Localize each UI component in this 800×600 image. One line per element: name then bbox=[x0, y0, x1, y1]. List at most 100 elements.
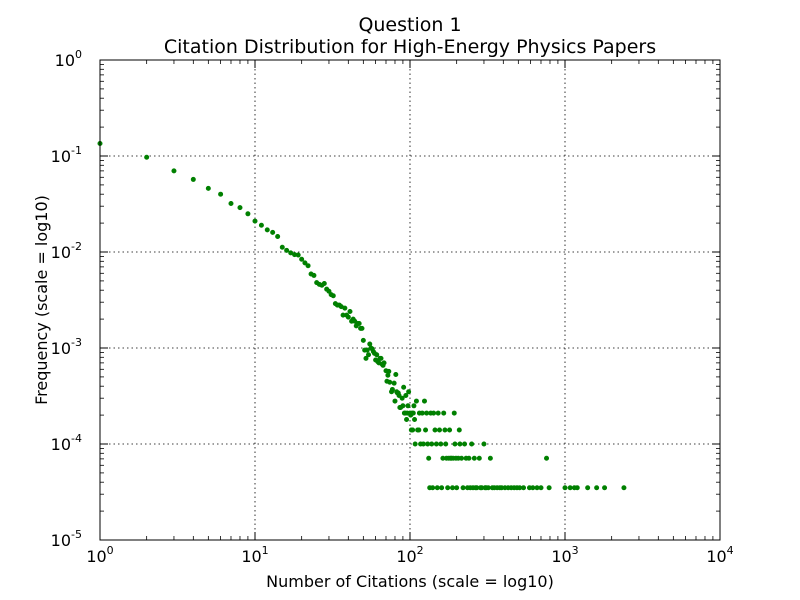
data-point bbox=[451, 410, 457, 416]
y-tick-label: 10-3 bbox=[51, 336, 82, 358]
data-point bbox=[279, 244, 285, 250]
data-point bbox=[485, 485, 491, 491]
data-point bbox=[438, 441, 444, 447]
data-point bbox=[406, 389, 412, 395]
x-tick-labels: 100 101 102 103 104 bbox=[86, 544, 733, 566]
data-point bbox=[264, 227, 270, 233]
data-point bbox=[481, 441, 487, 447]
data-points bbox=[97, 140, 627, 491]
grid-lines bbox=[100, 60, 720, 540]
data-point bbox=[393, 371, 399, 377]
data-point bbox=[404, 416, 410, 422]
data-point bbox=[190, 176, 196, 182]
data-point bbox=[359, 325, 365, 331]
data-point bbox=[252, 218, 258, 224]
x-tick-label: 101 bbox=[241, 544, 268, 566]
data-point bbox=[400, 403, 406, 409]
data-point bbox=[434, 485, 440, 491]
data-point bbox=[452, 441, 458, 447]
plot-area-frame bbox=[99, 59, 721, 541]
data-point bbox=[405, 403, 411, 409]
data-point bbox=[330, 293, 336, 299]
data-point bbox=[347, 308, 353, 314]
data-point bbox=[284, 247, 290, 253]
data-point bbox=[321, 280, 327, 286]
data-point bbox=[299, 256, 305, 262]
data-point bbox=[471, 455, 477, 461]
data-point bbox=[456, 427, 462, 433]
data-point bbox=[410, 410, 416, 416]
data-point bbox=[416, 427, 422, 433]
data-point bbox=[447, 427, 453, 433]
data-point bbox=[462, 441, 468, 447]
data-point bbox=[396, 393, 402, 399]
data-point bbox=[270, 229, 276, 235]
data-point bbox=[602, 485, 608, 491]
data-point bbox=[437, 427, 443, 433]
data-point bbox=[171, 168, 177, 174]
data-point bbox=[381, 360, 387, 366]
data-point bbox=[449, 485, 455, 491]
data-point bbox=[430, 485, 436, 491]
data-point bbox=[469, 441, 475, 447]
data-point bbox=[585, 485, 591, 491]
data-point bbox=[401, 384, 407, 390]
data-point bbox=[429, 441, 435, 447]
chart-title: Question 1 bbox=[358, 14, 461, 36]
data-point bbox=[426, 455, 432, 461]
data-point bbox=[356, 320, 362, 326]
data-point bbox=[218, 191, 224, 197]
data-point bbox=[432, 427, 438, 433]
data-point bbox=[144, 154, 150, 160]
data-point bbox=[205, 185, 211, 191]
data-point bbox=[374, 352, 380, 358]
data-point bbox=[412, 441, 418, 447]
data-point bbox=[621, 485, 627, 491]
data-point bbox=[487, 455, 493, 461]
data-point bbox=[387, 379, 393, 385]
data-point bbox=[360, 337, 366, 343]
data-point bbox=[454, 485, 460, 491]
data-point bbox=[410, 427, 416, 433]
data-point bbox=[228, 201, 234, 207]
data-point bbox=[433, 441, 439, 447]
data-point bbox=[423, 427, 429, 433]
y-tick-labels: 10-5 10-4 10-3 10-2 10-1 100 bbox=[51, 48, 82, 550]
data-point bbox=[441, 410, 447, 416]
data-point bbox=[413, 398, 419, 404]
y-axis-label: Frequency (scale = log10) bbox=[32, 195, 51, 405]
data-point bbox=[399, 395, 405, 401]
data-point bbox=[439, 485, 445, 491]
data-point bbox=[412, 416, 418, 422]
data-point bbox=[392, 398, 398, 404]
data-point bbox=[460, 485, 466, 491]
data-point bbox=[258, 222, 264, 228]
data-point bbox=[538, 485, 544, 491]
data-point bbox=[530, 485, 536, 491]
x-tick-label: 100 bbox=[86, 544, 113, 566]
data-point bbox=[421, 398, 427, 404]
data-point bbox=[546, 485, 552, 491]
data-point bbox=[443, 441, 449, 447]
data-point bbox=[435, 410, 441, 416]
data-point bbox=[391, 380, 397, 386]
data-point bbox=[544, 455, 550, 461]
data-point bbox=[389, 386, 395, 392]
x-tick-label: 103 bbox=[551, 544, 578, 566]
data-point bbox=[364, 347, 370, 353]
data-point bbox=[386, 368, 392, 374]
x-axis-label: Number of Citations (scale = log10) bbox=[266, 572, 554, 591]
data-point bbox=[245, 211, 251, 217]
data-point bbox=[476, 455, 482, 461]
data-point bbox=[366, 352, 372, 358]
data-point bbox=[363, 355, 369, 361]
chart-subtitle: Citation Distribution for High-Energy Ph… bbox=[164, 36, 656, 58]
data-point bbox=[311, 272, 317, 278]
data-point bbox=[419, 410, 425, 416]
data-point bbox=[237, 205, 243, 211]
data-point bbox=[420, 441, 426, 447]
y-tick-label: 10-5 bbox=[51, 528, 82, 550]
y-tick-label: 10-1 bbox=[51, 144, 82, 166]
